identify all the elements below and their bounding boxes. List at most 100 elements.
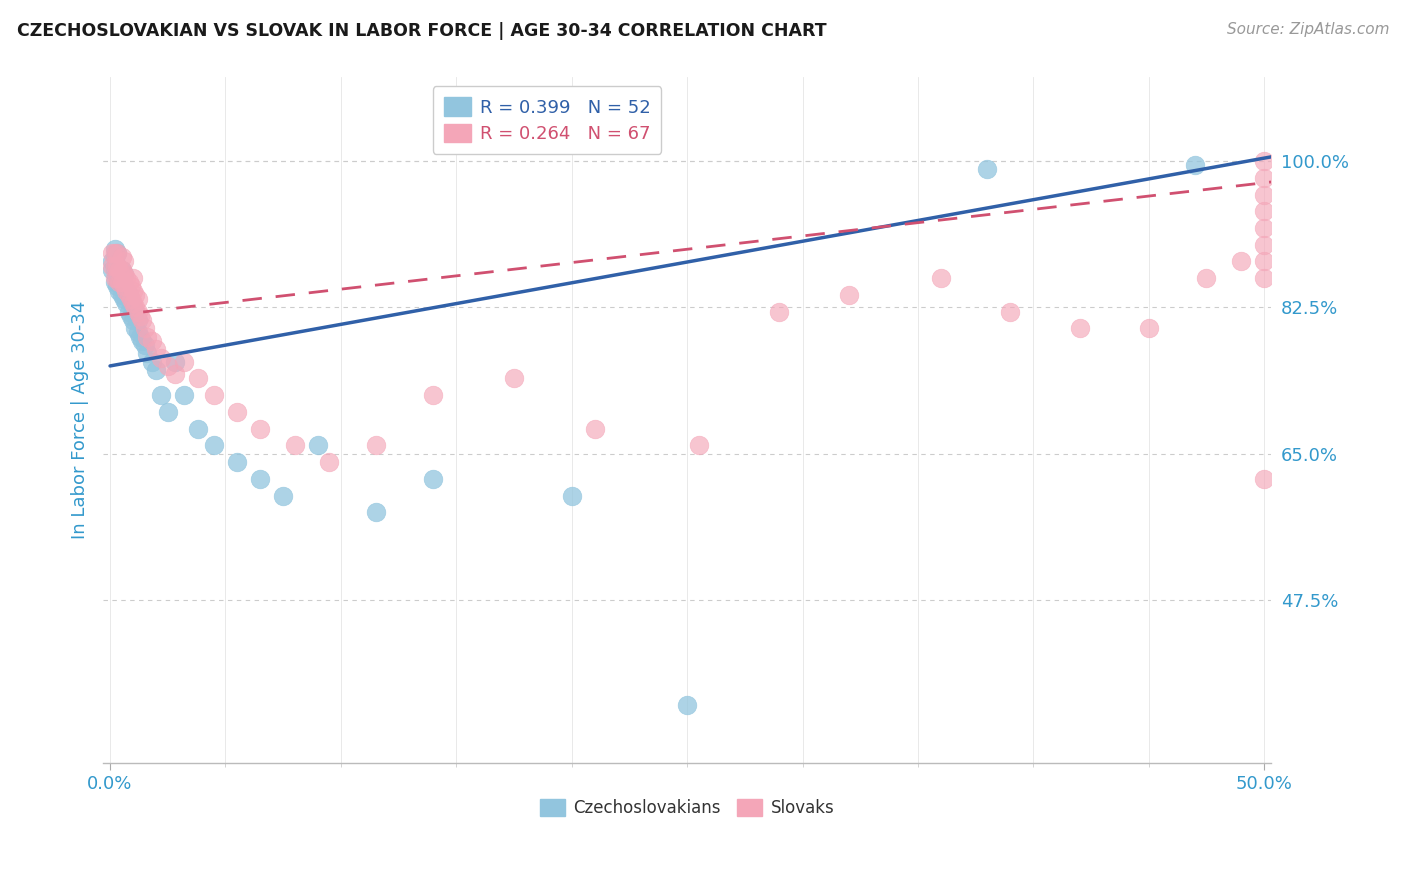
- Point: [117, 288, 139, 302]
- Point: [1253, 204, 1275, 219]
- Point: [108, 284, 131, 298]
- Point: [173, 355, 195, 369]
- Point: [110, 275, 132, 289]
- Point: [141, 355, 163, 369]
- Point: [929, 271, 952, 285]
- Point: [1253, 254, 1275, 268]
- Point: [108, 262, 131, 277]
- Point: [120, 279, 142, 293]
- Point: [1230, 254, 1253, 268]
- Point: [117, 275, 139, 289]
- Point: [115, 284, 138, 298]
- Point: [117, 304, 139, 318]
- Point: [249, 472, 271, 486]
- Point: [105, 271, 128, 285]
- Point: [122, 301, 145, 315]
- Point: [249, 422, 271, 436]
- Point: [187, 422, 209, 436]
- Point: [226, 455, 249, 469]
- Point: [134, 321, 156, 335]
- Point: [676, 698, 699, 712]
- Point: [101, 246, 124, 260]
- Point: [131, 313, 153, 327]
- Point: [173, 388, 195, 402]
- Point: [110, 250, 132, 264]
- Point: [136, 346, 159, 360]
- Point: [110, 288, 132, 302]
- Point: [101, 262, 124, 277]
- Point: [112, 292, 135, 306]
- Point: [307, 438, 329, 452]
- Point: [202, 388, 225, 402]
- Point: [156, 359, 179, 373]
- Point: [127, 292, 149, 306]
- Point: [768, 304, 790, 318]
- Point: [149, 351, 172, 365]
- Point: [105, 279, 128, 293]
- Point: [105, 259, 128, 273]
- Point: [1253, 170, 1275, 185]
- Point: [1184, 158, 1206, 172]
- Point: [561, 489, 583, 503]
- Point: [187, 371, 209, 385]
- Point: [110, 262, 132, 277]
- Point: [127, 313, 149, 327]
- Point: [145, 363, 167, 377]
- Point: [122, 284, 145, 298]
- Point: [104, 242, 127, 256]
- Point: [115, 271, 138, 285]
- Point: [117, 288, 139, 302]
- Point: [101, 259, 124, 273]
- Point: [136, 329, 159, 343]
- Point: [104, 259, 127, 273]
- Point: [112, 267, 135, 281]
- Point: [1137, 321, 1160, 335]
- Point: [112, 279, 135, 293]
- Point: [284, 438, 307, 452]
- Point: [124, 301, 146, 315]
- Point: [127, 304, 149, 318]
- Point: [271, 489, 294, 503]
- Point: [976, 162, 998, 177]
- Point: [1253, 221, 1275, 235]
- Point: [1253, 472, 1275, 486]
- Point: [318, 455, 340, 469]
- Point: [112, 279, 135, 293]
- Text: CZECHOSLOVAKIAN VS SLOVAK IN LABOR FORCE | AGE 30-34 CORRELATION CHART: CZECHOSLOVAKIAN VS SLOVAK IN LABOR FORCE…: [17, 22, 827, 40]
- Point: [1253, 271, 1275, 285]
- Point: [101, 254, 124, 268]
- Point: [104, 250, 127, 264]
- Point: [163, 368, 186, 382]
- Point: [503, 371, 526, 385]
- Point: [129, 309, 152, 323]
- Point: [364, 505, 387, 519]
- Point: [110, 262, 132, 277]
- Point: [1195, 271, 1218, 285]
- Point: [122, 296, 145, 310]
- Point: [104, 275, 127, 289]
- Point: [364, 438, 387, 452]
- Point: [202, 438, 225, 452]
- Point: [115, 284, 138, 298]
- Point: [112, 254, 135, 268]
- Point: [112, 267, 135, 281]
- Point: [131, 334, 153, 348]
- Legend: Czechoslovakians, Slovaks: Czechoslovakians, Slovaks: [533, 792, 841, 823]
- Point: [226, 405, 249, 419]
- Point: [122, 271, 145, 285]
- Point: [124, 321, 146, 335]
- Point: [127, 326, 149, 340]
- Point: [1253, 154, 1275, 169]
- Point: [149, 388, 172, 402]
- Point: [1000, 304, 1022, 318]
- Point: [124, 304, 146, 318]
- Point: [145, 342, 167, 356]
- Point: [422, 388, 444, 402]
- Point: [122, 313, 145, 327]
- Text: Source: ZipAtlas.com: Source: ZipAtlas.com: [1226, 22, 1389, 37]
- Point: [104, 246, 127, 260]
- Point: [120, 296, 142, 310]
- Point: [156, 405, 179, 419]
- Point: [105, 259, 128, 273]
- Point: [141, 334, 163, 348]
